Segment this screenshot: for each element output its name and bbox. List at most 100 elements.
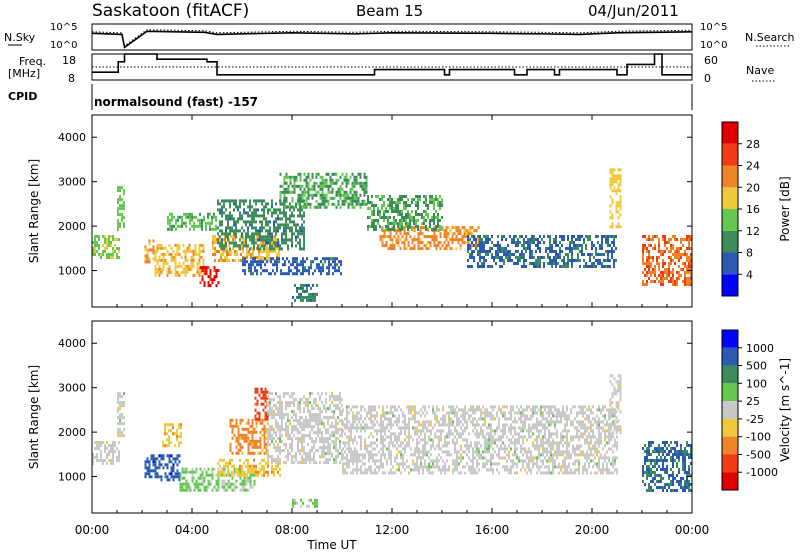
power-colorbar-tick-label: 20 [746,181,760,194]
velocity-echo-region [217,458,281,477]
power-colorbar-swatch [722,209,738,231]
velocity-colorbar-tick-label: -25 [746,413,764,426]
freq-axis-bottom: 8 [68,72,75,85]
velocity-colorbar-tick-label: 25 [746,395,760,408]
y-tick-label: 2000 [58,220,86,233]
y-tick-label: 4000 [58,131,86,144]
power-echo-region [92,235,120,259]
power-colorbar-swatch [722,187,738,209]
velocity-colorbar-tick-label: 100 [746,377,767,390]
nave-axis-bottom: 0 [704,72,711,85]
nsky-label: N.Sky [4,31,36,44]
x-tick-label: 16:00 [475,523,510,537]
y-axis-label: Slant Range [km] [27,365,41,469]
velocity-echo-region [117,392,125,438]
x-tick-label: 08:00 [275,523,310,537]
power-echo-region [279,172,368,209]
cpid-label: CPID [8,90,37,103]
velocity-echo-region [609,374,622,435]
series-line-nsearch [91,29,693,47]
velocity-colorbar-swatch [722,418,738,437]
y-tick-label: 4000 [58,337,86,350]
frequency-panel-frame [91,53,693,81]
velocity-colorbar-swatch [722,365,738,384]
nsearch-axis-bottom: 10^0 [700,40,727,51]
beam-title: Beam 15 [356,2,423,20]
freq-axis-top: 18 [62,54,76,67]
station-title: Saskatoon (fitACF) [92,1,249,21]
nsearch-axis-top: 10^5 [700,22,727,33]
freq-label-line1: Freq. [19,55,46,68]
power-colorbar-tick-label: 24 [746,160,760,173]
power-echo-region [609,168,622,229]
y-axis-label: Slant Range [km] [27,159,41,263]
power-colorbar-tick-label: 12 [746,225,760,238]
freq-label-line2: [MHz] [8,67,40,80]
velocity-colorbar-swatch [722,383,738,402]
velocity-echo-region [642,441,692,492]
x-axis-label: Time UT [306,538,357,552]
nave-axis-top: 60 [704,54,718,67]
date-title: 04/Jun/2011 [588,2,679,20]
y-tick-label: 3000 [58,382,86,395]
velocity-colorbar-swatch [722,472,738,490]
power-colorbar-swatch [722,274,738,296]
x-tick-label: 20:00 [575,523,610,537]
velocity-echo-region [292,498,318,508]
x-tick-label: 00:00 [75,523,110,537]
y-tick-label: 1000 [58,265,86,278]
power-echo-region [217,199,305,251]
power-colorbar-tick-label: 16 [746,203,760,216]
nsky-axis-bottom: 10^0 [50,40,77,51]
cpid-mode-text: normalsound (fast) -157 [94,95,258,109]
nsky-axis-top: 10^5 [50,22,77,33]
velocity-colorbar-tick-label: -1000 [746,466,778,479]
velocity-colorbar-tick-label: -100 [746,431,771,444]
power-echo-region [117,186,125,232]
velocity-colorbar-swatch [722,436,738,455]
x-tick-label: 04:00 [175,523,210,537]
nsearch-label: N.Search [745,31,795,44]
velocity-echo-region [92,441,120,465]
velocity-echo-region [267,392,343,465]
velocity-echo-region [254,387,269,421]
power-echo-region [367,195,443,231]
velocity-colorbar-swatch [722,330,738,348]
velocity-echo-region [229,418,268,455]
velocity-colorbar-swatch [722,401,738,419]
y-tick-label: 2000 [58,426,86,439]
series-line-nsky [91,30,693,49]
velocity-echo-region [342,405,618,475]
velocity-colorbar-tick-label: -500 [746,448,771,461]
power-echo-region [242,257,342,276]
power-colorbar-tick-label: 8 [746,247,753,260]
series-line-freq [92,53,692,76]
velocity-colorbar-swatch [722,347,738,366]
power-echo-region [167,212,217,231]
nave-label: Nave [746,64,774,77]
power-echo-region [642,235,692,286]
power-echo-region [292,283,318,302]
x-tick-label: 12:00 [375,523,410,537]
velocity-echo-region [144,454,181,482]
velocity-echo-region [162,423,182,448]
power-colorbar-tick-label: 4 [746,268,753,281]
power-colorbar-swatch [722,143,738,166]
velocity-colorbar-tick-label: 500 [746,360,767,373]
power-colorbar-swatch [722,252,738,275]
velocity-colorbar-frame [721,329,739,491]
power-echo-region [199,266,220,288]
velocity-colorbar-tick-label: 1000 [746,342,774,355]
velocity-colorbar-swatch [722,454,738,473]
velocity-colorbar-label: Velocity [m s^-1] [778,358,792,462]
power-colorbar-label: Power [dB] [778,176,792,241]
power-colorbar-swatch [722,230,738,253]
noise-panel-frame [91,23,693,51]
power-colorbar-swatch [722,122,738,144]
y-tick-label: 1000 [58,471,86,484]
y-tick-label: 3000 [58,176,86,189]
power-echo-region [467,235,617,268]
x-tick-label: 00:00 [675,523,710,537]
power-colorbar-tick-label: 28 [746,138,760,151]
